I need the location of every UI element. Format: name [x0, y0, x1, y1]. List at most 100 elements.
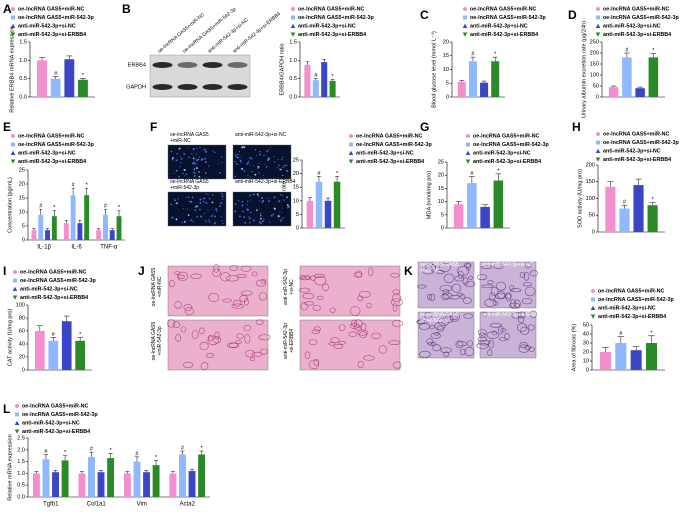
significance-mark: *	[155, 455, 158, 461]
cell-dot	[175, 218, 178, 221]
tissue-structure	[416, 319, 426, 325]
legend-label: oe-lncRNA GAS5+miR-542-3p	[298, 15, 374, 21]
tissue-structure	[464, 281, 476, 288]
cell-dot	[248, 217, 251, 220]
legend-marker	[15, 412, 19, 417]
cell-dot	[197, 170, 201, 173]
cell-dot	[273, 207, 276, 210]
tissue-structure	[530, 310, 537, 319]
cell-dot	[187, 147, 189, 149]
significance-mark: #	[54, 71, 58, 77]
tissue-structure	[459, 348, 466, 356]
tissue-structure	[363, 355, 375, 361]
cell-dot	[280, 194, 282, 196]
cell-dot	[250, 157, 253, 160]
panel-letter: J	[138, 264, 145, 278]
panel-letter: F	[150, 120, 157, 134]
significance-mark: *	[82, 73, 85, 79]
tissue-structure	[349, 306, 361, 316]
cell-dot	[246, 208, 249, 211]
cell-dot	[205, 193, 207, 195]
tissue-structure	[481, 284, 494, 289]
tissue-structure	[236, 333, 244, 339]
bar	[304, 64, 311, 97]
significance-mark: #	[470, 171, 474, 177]
cell-dot	[211, 193, 214, 196]
cell-dot	[258, 162, 260, 164]
cell-dot	[170, 203, 173, 206]
legend-label: anti-miR-542-3p+si-NC	[18, 150, 76, 156]
x-tick-label: IL-6	[71, 245, 82, 251]
y-tick-label: 100	[586, 196, 595, 202]
cell-dot	[203, 197, 206, 200]
cell-dot	[193, 161, 195, 163]
y-axis-label: CAT activity (U/mg pro)	[7, 309, 13, 367]
tissue-structure	[427, 341, 434, 346]
legend-marker	[12, 286, 18, 291]
cell-dot	[190, 201, 193, 203]
micrograph	[417, 311, 475, 359]
y-tick-label: 5	[296, 212, 299, 218]
tissue-structure	[183, 304, 193, 311]
tissue-structure	[476, 342, 489, 349]
tissue-structure	[477, 329, 487, 336]
significance-mark: #	[44, 449, 48, 455]
cell-dot	[183, 221, 186, 223]
cell-dot	[170, 150, 173, 153]
tissue-structure	[333, 344, 343, 349]
cell-dot	[211, 201, 214, 204]
cell-dot	[264, 163, 266, 165]
tissue-structure	[491, 330, 498, 336]
image-label: anti-miR-542-3p+si-ERBB4	[235, 179, 296, 185]
tissue-structure	[489, 323, 503, 328]
tissue-structure	[357, 360, 364, 369]
cell-dot	[287, 207, 289, 209]
cell-dot	[183, 175, 185, 177]
cell-dot	[183, 168, 186, 172]
cell-dot	[234, 210, 237, 213]
tissue-structure	[172, 321, 181, 329]
cell-dot	[193, 162, 196, 165]
y-tick-label: 0	[22, 367, 25, 373]
tissue-structure	[519, 341, 528, 349]
cell-dot	[278, 164, 280, 167]
bar	[109, 230, 115, 240]
cell-dot	[196, 147, 198, 150]
tissue-structure	[182, 361, 194, 369]
legend-marker	[596, 140, 600, 145]
tissue-structure	[228, 342, 239, 348]
tissue-structure	[174, 301, 182, 309]
bar	[84, 195, 90, 240]
cell-dot	[207, 193, 209, 196]
cell-dot	[182, 207, 184, 210]
cell-dot	[187, 208, 189, 210]
y-tick-label: 10	[583, 358, 589, 364]
cell-dot	[204, 160, 207, 164]
legend-label: anti-miR-542-3p+si-NC	[18, 23, 76, 29]
tissue-structure	[328, 341, 335, 346]
cell-dot	[178, 147, 180, 149]
cell-dot	[222, 193, 224, 195]
significance-mark: #	[52, 332, 56, 338]
y-tick-label: 5	[441, 212, 444, 218]
micrograph	[167, 265, 269, 317]
legend-label: anti-miR-542-3p+si-ERBB4	[18, 32, 86, 38]
significance-mark: *	[652, 48, 655, 54]
cell-dot	[172, 157, 174, 159]
y-tick-label: 50	[593, 83, 599, 89]
cell-dot	[286, 196, 288, 198]
bar	[42, 459, 50, 497]
cell-dot	[268, 157, 271, 160]
cell-dot	[279, 219, 282, 222]
cell-dot	[249, 211, 252, 214]
cell-dot	[258, 220, 261, 223]
tissue-structure	[522, 282, 533, 287]
legend-marker	[590, 314, 596, 319]
x-tick-label: Acta2	[180, 502, 196, 508]
significance-mark: *	[650, 330, 653, 336]
cell-dot	[259, 200, 261, 202]
x-tick-label: Tgfb1	[43, 502, 59, 508]
cell-dot	[215, 210, 218, 212]
cell-dot	[237, 156, 239, 159]
bar	[188, 471, 196, 497]
